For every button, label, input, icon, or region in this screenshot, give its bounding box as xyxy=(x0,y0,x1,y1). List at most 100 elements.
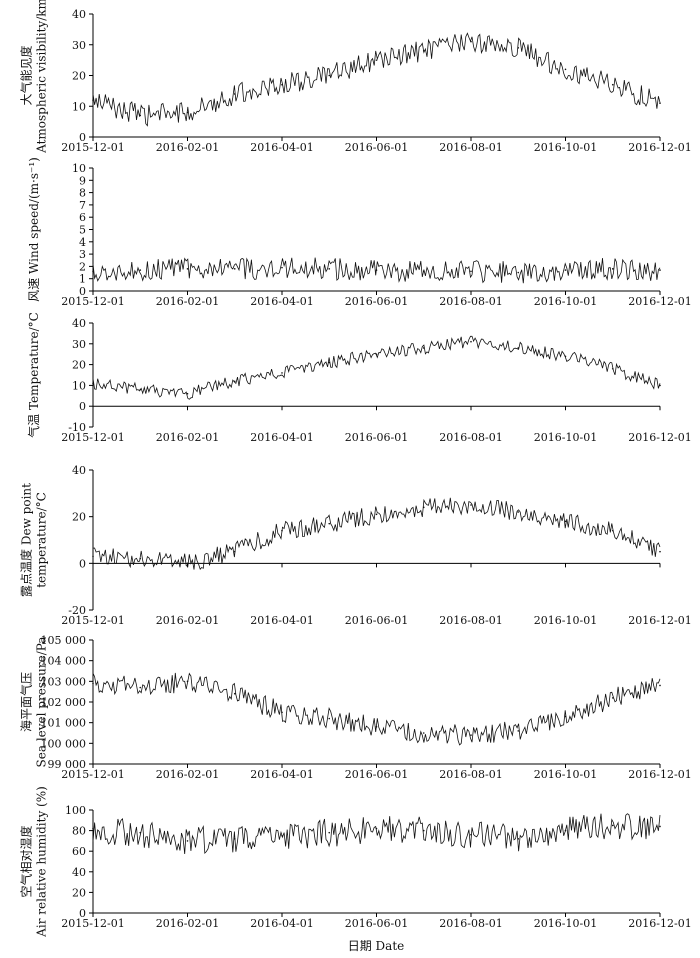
data-point xyxy=(611,83,614,86)
y-tick-label: 10 xyxy=(72,162,86,175)
x-tick-label: 2015-12-01 xyxy=(61,768,124,781)
y-tick-label: -10 xyxy=(68,421,86,434)
y-axis-title: 露点温度 Dew point xyxy=(19,483,34,597)
data-point xyxy=(233,838,236,840)
data-point xyxy=(659,269,661,271)
x-tick-label: 2016-08-01 xyxy=(439,614,502,627)
y-tick-label: 0 xyxy=(79,400,86,413)
data-point xyxy=(281,834,283,837)
x-tick-label: 2016-06-01 xyxy=(345,614,408,627)
y-axis-title: Atmospheric visibility/km xyxy=(35,0,49,154)
x-tick-label: 2016-02-01 xyxy=(156,431,219,444)
x-tick-label: 2016-04-01 xyxy=(250,431,313,444)
series-line xyxy=(92,672,661,746)
x-tick-label: 2015-12-01 xyxy=(61,614,124,627)
data-point xyxy=(186,680,189,683)
x-tick-label: 2016-12-01 xyxy=(628,917,691,930)
data-point xyxy=(422,829,425,832)
x-tick-label: 2016-12-01 xyxy=(628,768,691,781)
y-tick-label: 105 000 xyxy=(41,634,87,647)
data-point xyxy=(659,550,661,553)
data-point xyxy=(186,840,189,842)
x-tick-label: 2016-02-01 xyxy=(156,768,219,781)
x-tick-label: 2016-02-01 xyxy=(156,141,219,154)
y-tick-label: 40 xyxy=(72,8,86,21)
data-point xyxy=(564,715,567,718)
data-point xyxy=(422,347,425,349)
y-tick-label: 100 000 xyxy=(41,737,87,750)
data-point xyxy=(139,269,142,271)
data-point xyxy=(659,684,661,687)
y-axis-title: temperature/°C xyxy=(35,492,49,588)
x-tick-label: 2015-12-01 xyxy=(61,141,124,154)
x-tick-label: 2016-12-01 xyxy=(628,614,691,627)
x-tick-label: 2016-06-01 xyxy=(345,917,408,930)
data-point xyxy=(470,504,472,506)
data-point xyxy=(233,268,236,270)
data-point xyxy=(659,384,661,387)
data-point xyxy=(517,838,520,840)
x-tick-label: 2016-08-01 xyxy=(439,141,502,154)
data-point xyxy=(470,270,472,273)
data-point xyxy=(422,50,425,52)
data-point xyxy=(328,268,331,270)
data-point xyxy=(233,93,236,95)
x-tick-label: 2016-04-01 xyxy=(250,768,313,781)
y-tick-label: 20 xyxy=(72,886,86,899)
data-point xyxy=(328,831,331,834)
chart-panel-3: -10 0 10 20 30 40 2015-12-01 2016-02-01 2016-04-… xyxy=(26,312,692,444)
data-point xyxy=(517,730,520,732)
x-tick-label: 2016-10-01 xyxy=(534,141,597,154)
data-point xyxy=(186,392,189,395)
y-axis-title: Sea level pressure/Pa xyxy=(35,637,49,768)
y-tick-label: 0 xyxy=(79,907,86,920)
x-tick-label: 2016-06-01 xyxy=(345,431,408,444)
data-point xyxy=(564,68,567,71)
x-tick-label: 2016-10-01 xyxy=(534,295,597,308)
chart-panel-6: 0 20 40 60 80 100 2015-12-01 2016-02-01 2016-04-… xyxy=(19,786,692,938)
y-tick-label: 30 xyxy=(72,39,86,52)
y-axis-title: Air relative humidity (%) xyxy=(35,786,49,938)
y-tick-label: 100 xyxy=(65,804,86,817)
x-tick-label: 2016-06-01 xyxy=(345,141,408,154)
x-tick-label: 2016-10-01 xyxy=(534,614,597,627)
data-point xyxy=(422,506,425,509)
series-line xyxy=(92,32,661,127)
x-tick-label: 2015-12-01 xyxy=(61,431,124,444)
data-point xyxy=(281,266,283,269)
data-point xyxy=(375,353,378,356)
chart-panel-1: 0 10 20 30 40 2015-12-01 2016-02-01 2016-04-01 2… xyxy=(19,0,692,154)
x-tick-label: 2015-12-01 xyxy=(61,917,124,930)
chart-panel-5: 99 000 100 000 101 000 102 000 103 000 104 00… xyxy=(19,634,692,781)
y-axis-title: 海平面气压 xyxy=(19,672,34,732)
x-tick-label: 2016-04-01 xyxy=(250,295,313,308)
data-point xyxy=(186,562,189,565)
data-point xyxy=(659,102,661,104)
data-point xyxy=(139,114,142,117)
y-tick-label: -20 xyxy=(68,604,86,617)
y-tick-label: 99 000 xyxy=(48,758,87,771)
data-point xyxy=(92,99,94,101)
x-tick-label: 2016-06-01 xyxy=(345,295,408,308)
data-point xyxy=(233,692,236,695)
x-tick-label: 2016-04-01 xyxy=(250,917,313,930)
y-tick-label: 3 xyxy=(79,248,86,261)
x-tick-label: 2016-12-01 xyxy=(628,431,691,444)
series-line xyxy=(92,813,661,855)
x-tick-label: 2016-12-01 xyxy=(628,295,691,308)
data-point xyxy=(139,686,142,689)
data-point xyxy=(422,732,425,734)
y-tick-label: 60 xyxy=(72,845,86,858)
data-point xyxy=(470,340,472,343)
y-tick-label: 101 000 xyxy=(41,717,87,730)
x-tick-label: 2016-06-01 xyxy=(345,768,408,781)
data-point xyxy=(375,513,378,516)
x-axis-title: 日期 Date xyxy=(348,939,405,953)
y-tick-label: 8 xyxy=(79,187,86,200)
data-point xyxy=(611,529,614,532)
y-tick-label: 20 xyxy=(72,70,86,83)
data-point xyxy=(375,726,378,728)
x-tick-label: 2016-08-01 xyxy=(439,295,502,308)
